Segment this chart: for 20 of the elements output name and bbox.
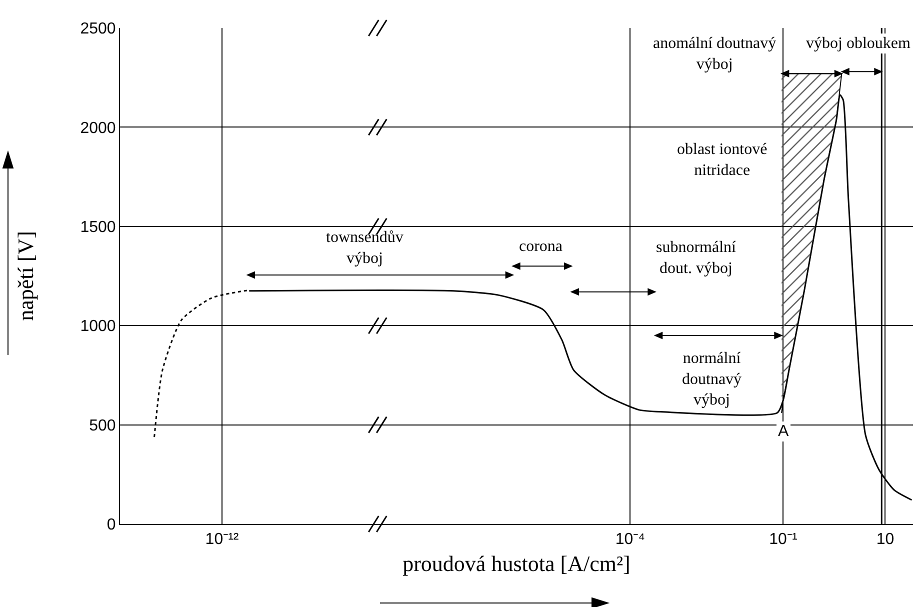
y-tick-label: 1000 [80, 318, 116, 336]
x-axis-title: proudová hustota [A/cm²] [402, 551, 630, 576]
annotation: anomální doutnavý výboj [653, 35, 776, 73]
annotation: townsendův výboj [326, 229, 404, 267]
y-tick-label: 2000 [80, 120, 116, 137]
y-tick-label: 0 [106, 516, 116, 534]
annotation: oblast iontové nitridace [677, 141, 768, 179]
annotation: A [778, 423, 789, 440]
annotation: corona [519, 238, 563, 255]
x-tick-label: 10⁻¹² [205, 531, 240, 548]
x-tick-label: 10 [876, 531, 894, 548]
annotation: subnormální dout. výboj [656, 239, 737, 277]
y-axis-title: napětí [V] [13, 231, 38, 321]
x-tick-label: 10⁻⁴ [615, 531, 646, 548]
annotation: normální doutnavý výboj [682, 350, 742, 409]
y-tick-label: 500 [89, 417, 116, 434]
x-tick-label: 10⁻¹ [769, 531, 798, 548]
y-tick-label: 2500 [80, 20, 116, 38]
annotation: výboj obloukem [806, 35, 911, 52]
y-tick-label: 1500 [80, 219, 116, 236]
